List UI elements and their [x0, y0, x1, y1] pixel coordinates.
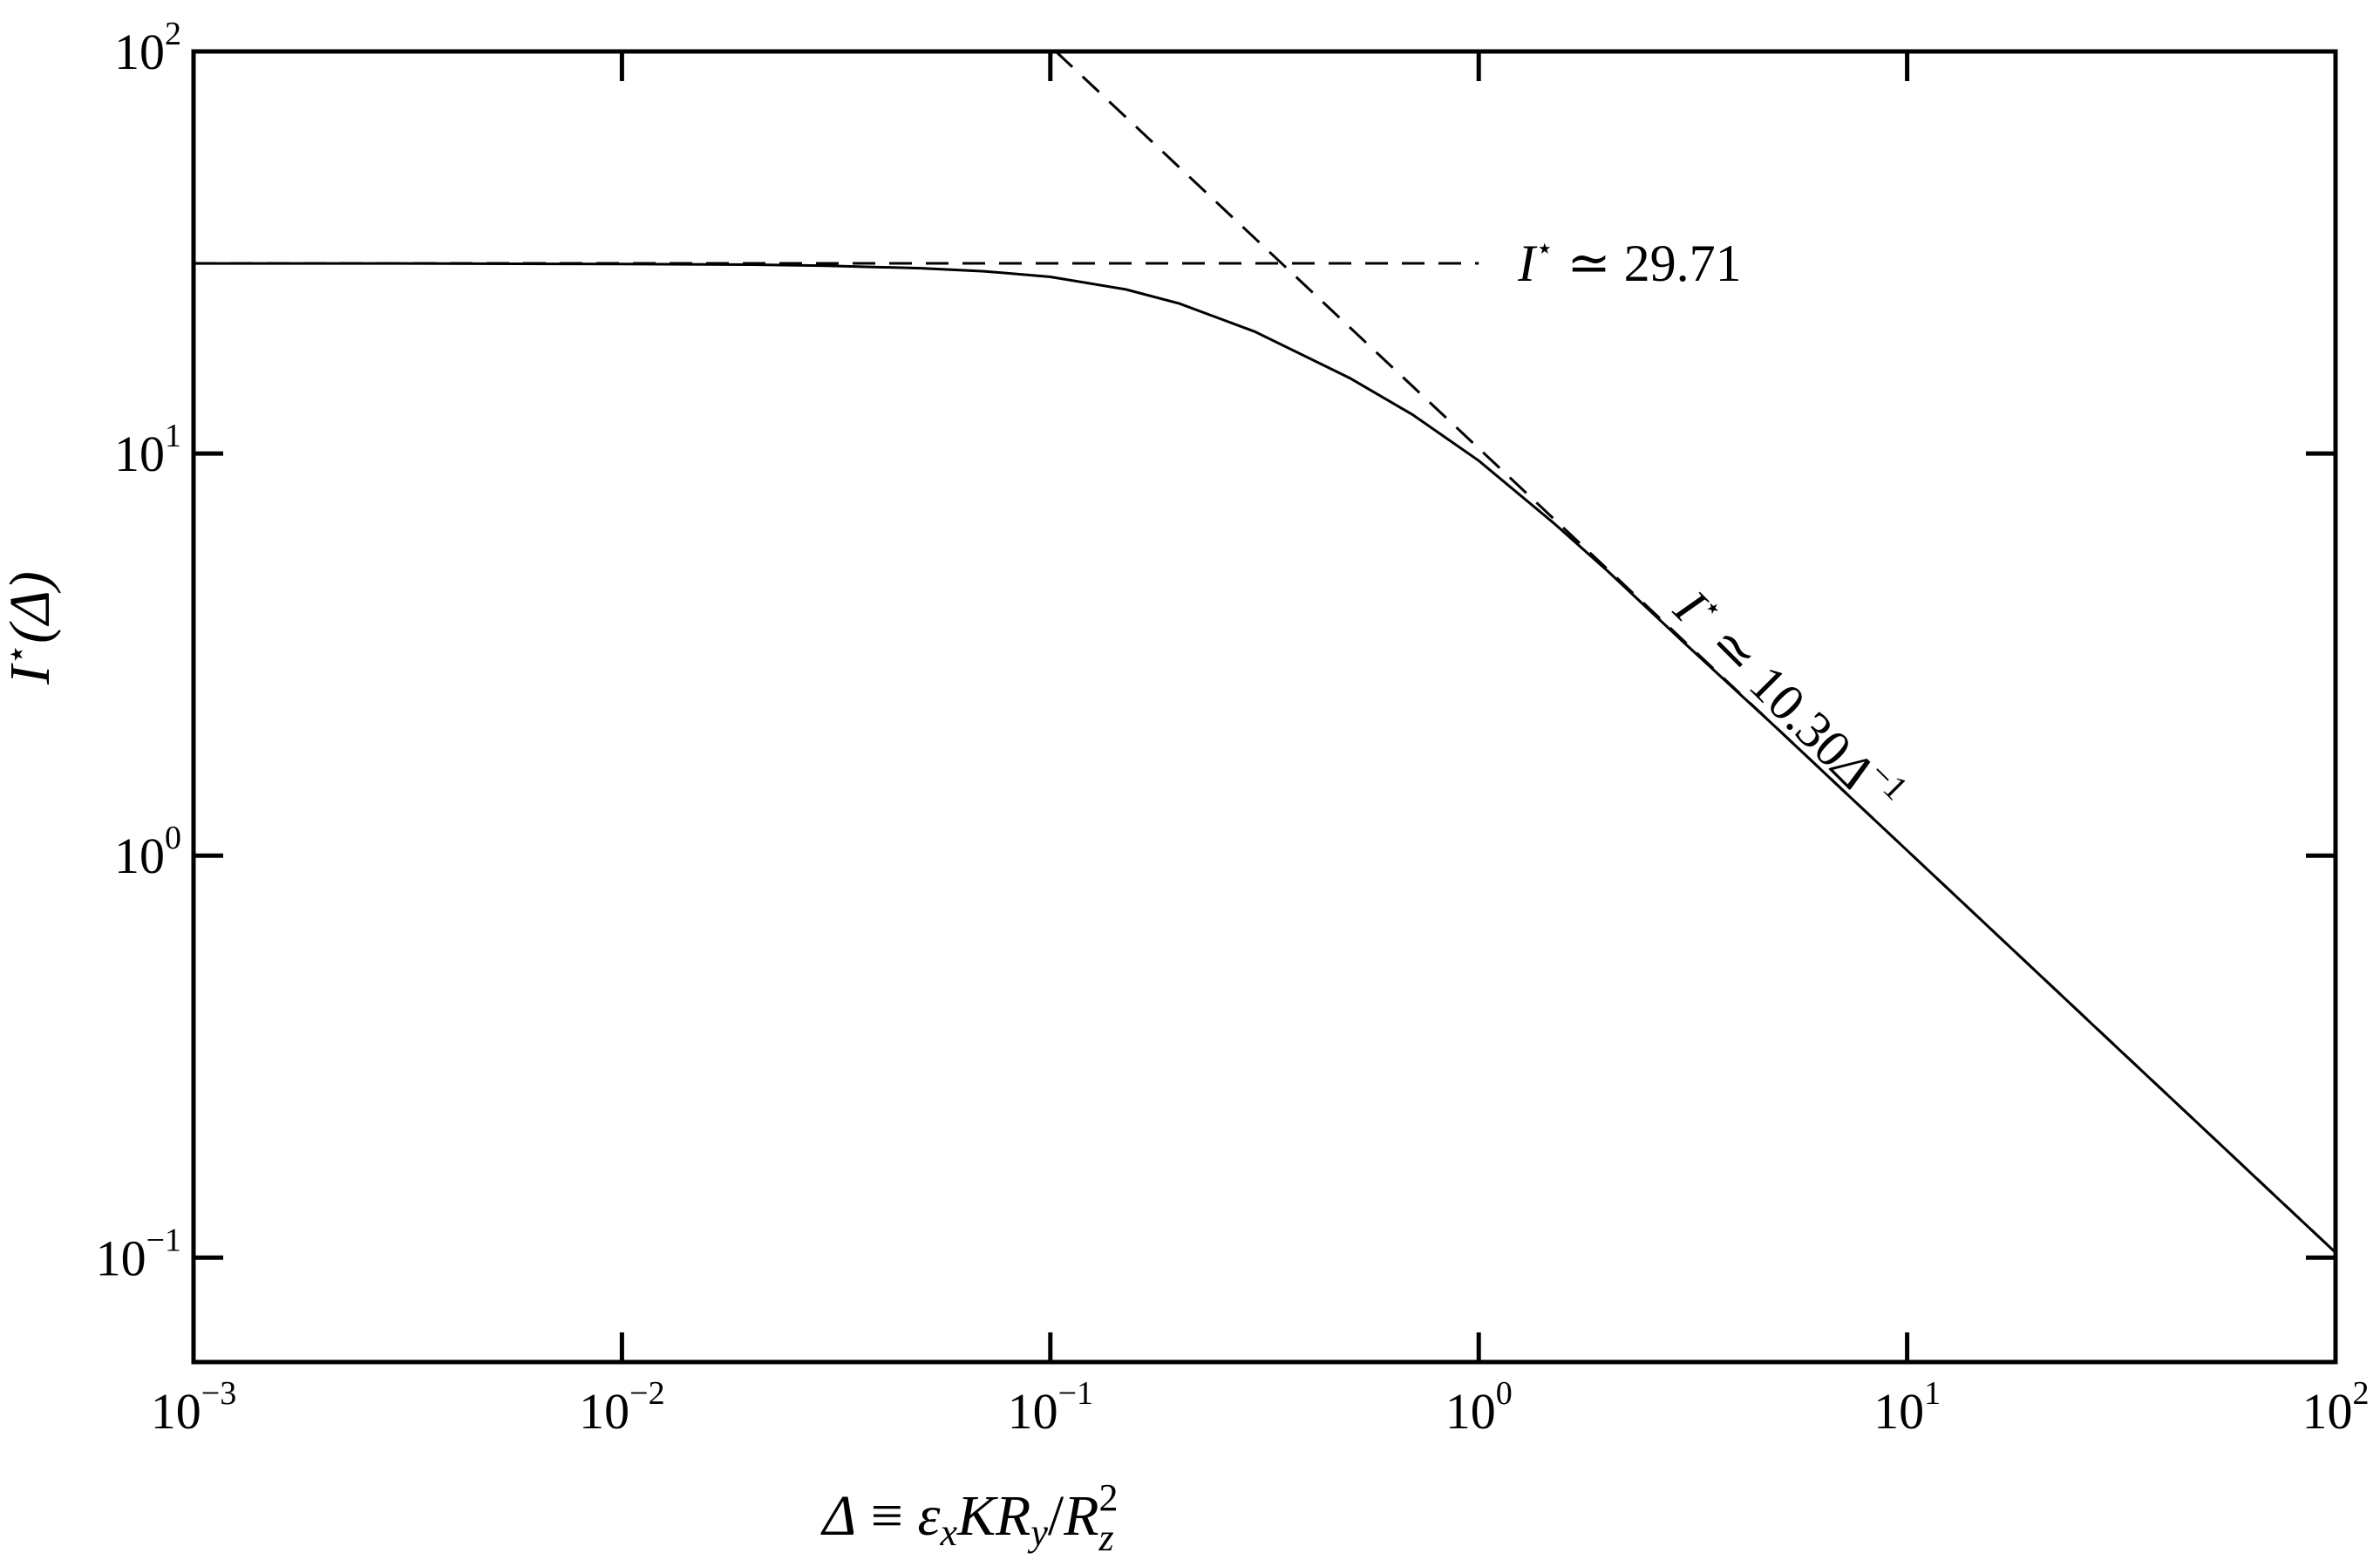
y-axis: 10−1 100 101 102: [96, 16, 2336, 1286]
x-tick-label: 101: [1873, 1375, 1941, 1440]
y-axis-label: I⋆(Δ): [0, 571, 62, 685]
x-tick-label: 10−2: [579, 1375, 664, 1440]
x-tick-label: 10−3: [151, 1375, 236, 1440]
x-tick-label: 102: [2302, 1375, 2370, 1440]
x-axis-label: Δ ≡ εxKRy/R2 z: [819, 1476, 1118, 1559]
x-tick-label: 10−1: [1008, 1375, 1093, 1440]
plot-frame: [191, 49, 2338, 1365]
x-tick-label: 100: [1445, 1375, 1513, 1440]
powerlaw-annotation: I⋆ ≃ 10.30Δ−1: [1663, 573, 1915, 826]
y-tick-label: 100: [114, 820, 181, 884]
y-tick-label: 10−1: [96, 1222, 181, 1286]
plot-area: [191, 49, 2338, 1365]
x-axis: 10−3 10−2 10−1 100 101 102: [151, 51, 2370, 1440]
main-curve: [194, 262, 2337, 1254]
y-tick-label: 102: [114, 16, 181, 80]
plateau-annotation: I⋆ ≃ 29.71: [1517, 233, 1742, 292]
annotations: I⋆ ≃ 29.71 I⋆ ≃ 10.30Δ−1: [1517, 233, 1916, 826]
y-tick-label: 101: [114, 418, 181, 482]
